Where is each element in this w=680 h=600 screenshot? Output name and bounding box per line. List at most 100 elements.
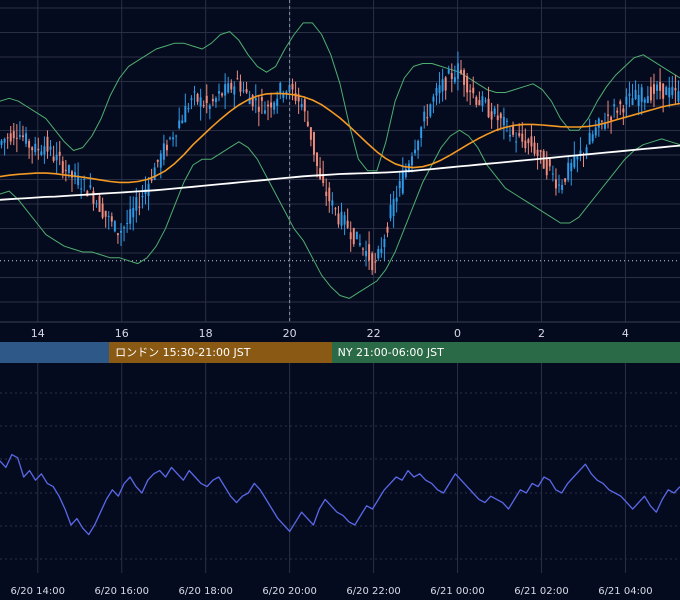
candle-body [322, 174, 325, 184]
candle-body [352, 228, 355, 245]
candle-body [104, 210, 107, 217]
candle-body [469, 90, 472, 92]
candle-body [239, 81, 242, 92]
candle-body [374, 261, 377, 263]
candle-body [132, 207, 135, 218]
candle-body [77, 175, 80, 186]
candle-body [193, 91, 196, 93]
candle-body [162, 143, 165, 160]
candle-body [340, 211, 343, 226]
candle-body [487, 98, 490, 118]
candle-body [80, 188, 83, 190]
candle-body [570, 163, 573, 172]
candle-body [450, 73, 453, 79]
candle-body [208, 105, 211, 109]
candle-body [31, 147, 34, 151]
candle-body [9, 133, 12, 142]
price-x-tick-label: 4 [622, 327, 629, 340]
candle-body [6, 137, 9, 139]
candle-body [380, 248, 383, 253]
candle-body [607, 114, 609, 116]
price-chart: 14 16 18 20 22 0 2 4 [0, 0, 680, 340]
candle-body [594, 127, 597, 136]
candle-body [337, 213, 340, 225]
candle-body [481, 96, 484, 106]
candle-body [597, 118, 600, 128]
candle-body [233, 86, 236, 95]
candle-body [25, 133, 28, 144]
candle-body [37, 148, 40, 151]
candle-body [646, 96, 649, 103]
candle-body [248, 97, 251, 105]
candle-body [273, 102, 276, 110]
candle-body [499, 113, 502, 119]
price-x-tick-label: 0 [454, 327, 461, 340]
candle-body [98, 195, 101, 212]
candle-body [113, 221, 116, 232]
candle-body [150, 178, 153, 181]
candle-body [196, 94, 199, 102]
candle-body [83, 178, 86, 180]
candle-body [282, 92, 285, 98]
candle-body [548, 159, 551, 167]
candle-body [153, 167, 156, 180]
candle-body [107, 215, 110, 217]
candle-body [365, 250, 368, 257]
candle-body [279, 82, 282, 94]
candle-body [343, 215, 346, 225]
candle-body [89, 185, 92, 188]
candle-body [92, 191, 95, 204]
candle-body [539, 150, 542, 152]
candle-body [156, 159, 159, 162]
candle-body [659, 82, 662, 91]
candle-body [46, 136, 49, 152]
candle-body [218, 91, 220, 94]
candle-body [591, 134, 594, 142]
moving-average-fast-line [0, 92, 680, 184]
candle-body [263, 110, 266, 114]
candle-body [135, 197, 138, 211]
candle-body [40, 151, 43, 155]
candle-body [245, 89, 248, 93]
candle-body [138, 206, 141, 208]
bollinger-lower-band [0, 129, 680, 299]
candle-body [141, 195, 144, 198]
candle-body [28, 140, 31, 148]
candle-body [579, 150, 582, 157]
candle-body [631, 98, 634, 105]
candle-body [49, 146, 52, 150]
osc-x-tick-label: 6/20 18:00 [178, 586, 232, 597]
candle-body [512, 125, 515, 135]
candle-body [383, 238, 386, 248]
candle-body [181, 120, 184, 124]
candle-body [319, 168, 322, 179]
candle-body [665, 87, 668, 95]
candle-body [116, 233, 119, 236]
candle-body [435, 87, 438, 96]
candle-body [536, 149, 539, 156]
candle-body [588, 132, 591, 145]
session-segment: NY 21:00-06:00 JST [331, 342, 680, 363]
candle-body [291, 83, 294, 90]
candle-body [377, 249, 380, 259]
candle-body [551, 173, 554, 175]
candle-body [389, 204, 392, 219]
candle-body [227, 83, 230, 93]
osc-x-tick-label: 6/21 02:00 [514, 586, 568, 597]
candle-body [395, 197, 398, 202]
candle-body [254, 98, 257, 101]
candle-body [674, 88, 677, 91]
candle-body [652, 84, 655, 94]
oscillator-line [0, 453, 680, 536]
osc-x-tick-label: 6/20 22:00 [346, 586, 400, 597]
candle-body [423, 111, 426, 122]
candle-body [316, 152, 319, 167]
osc-x-tick-label: 6/20 20:00 [262, 586, 316, 597]
candle-body [518, 133, 521, 136]
candle-body [15, 137, 18, 139]
candle-body [297, 94, 300, 102]
candle-body [490, 111, 493, 120]
candle-body [303, 99, 306, 112]
candle-body [236, 78, 239, 80]
